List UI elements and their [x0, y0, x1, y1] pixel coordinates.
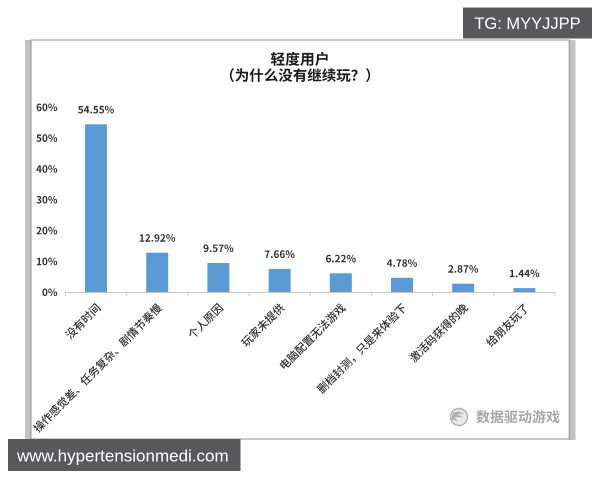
svg-text:www.hypertensionmedi.com: www.hypertensionmedi.com: [16, 447, 229, 466]
svg-text:TG: MYYJJPP: TG: MYYJJPP: [474, 15, 580, 33]
